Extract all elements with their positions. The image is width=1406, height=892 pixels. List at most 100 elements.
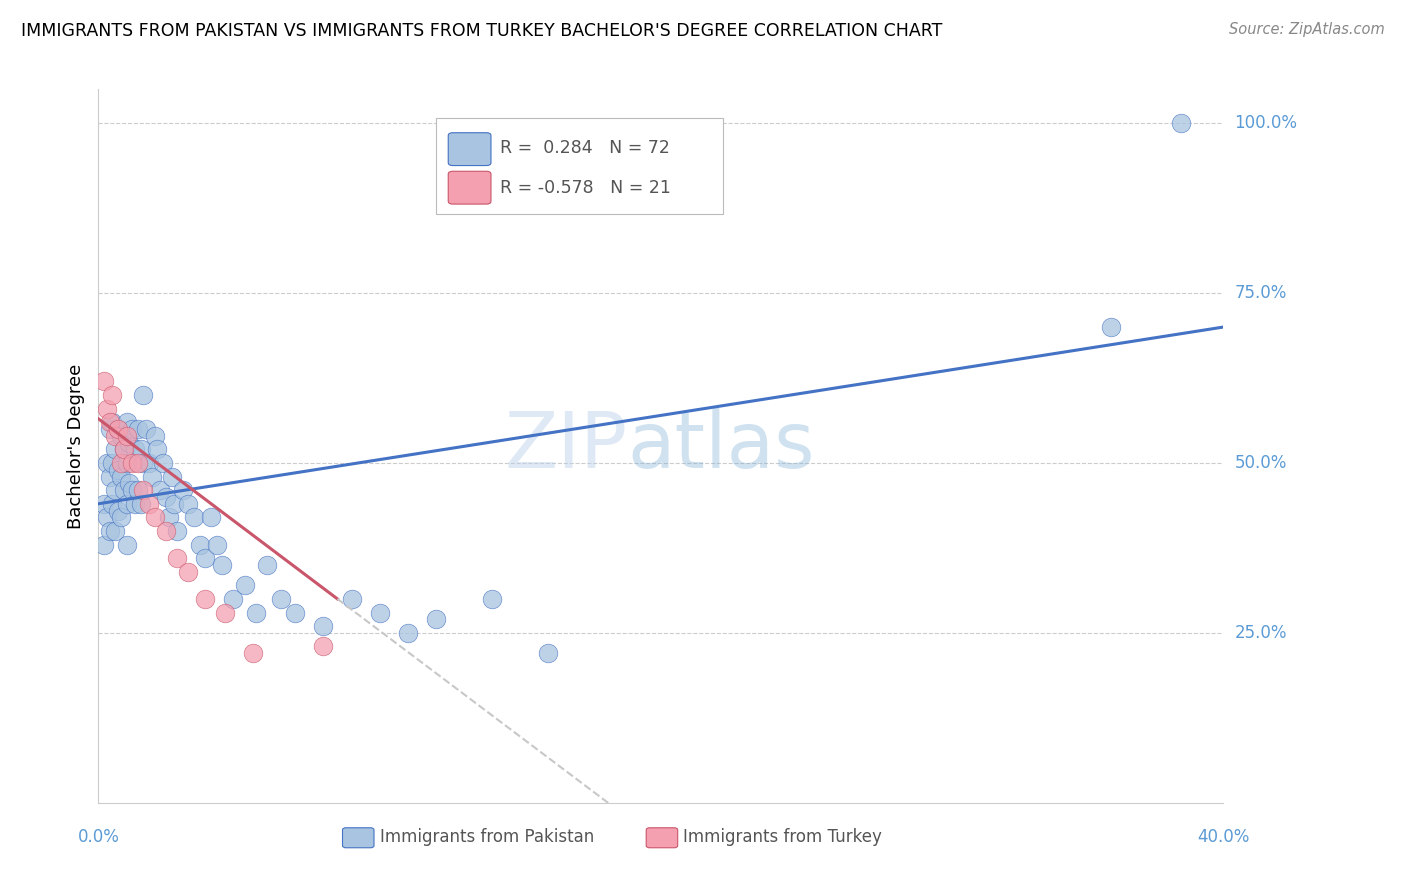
Point [93,537,115,551]
Point [312,640,335,654]
Point [205,537,228,551]
Point [110,429,132,443]
Point [107,422,129,436]
Point [121,456,143,470]
Point [124,442,146,457]
Point [177,565,200,579]
Point [127,422,149,436]
Text: 75.0%: 75.0% [1234,284,1286,302]
Point [115,429,138,443]
Point [149,483,172,498]
Point [312,619,335,633]
FancyBboxPatch shape [436,118,723,214]
Point [132,456,155,470]
Text: R =  0.284   N = 72: R = 0.284 N = 72 [501,139,669,157]
Point [104,524,127,538]
Point [96,510,118,524]
Point [101,497,124,511]
Text: 40.0%: 40.0% [1197,828,1250,846]
Point [110,510,132,524]
Text: IMMIGRANTS FROM PAKISTAN VS IMMIGRANTS FROM TURKEY BACHELOR'S DEGREE CORRELATION: IMMIGRANTS FROM PAKISTAN VS IMMIGRANTS F… [21,22,942,40]
Point [112,442,135,457]
Point [121,483,143,498]
Point [155,524,177,538]
Point [104,442,127,457]
Point [112,483,135,498]
Point [163,497,186,511]
Point [183,510,205,524]
Point [270,591,292,606]
Point [132,483,155,498]
Point [166,551,188,566]
Point [245,606,267,620]
Point [141,469,163,483]
Point [481,591,503,606]
Text: R = -0.578   N = 21: R = -0.578 N = 21 [501,178,671,196]
Point [155,490,177,504]
Point [242,646,264,660]
Text: Immigrants from Pakistan: Immigrants from Pakistan [380,828,593,846]
Point [127,456,149,470]
Point [98,415,121,429]
Point [101,388,124,402]
Point [368,606,391,620]
Point [138,497,160,511]
Point [194,551,217,566]
Text: Immigrants from Turkey: Immigrants from Turkey [683,828,882,846]
Text: 100.0%: 100.0% [1234,114,1298,132]
Point [177,497,200,511]
Point [115,456,138,470]
Text: 50.0%: 50.0% [1234,454,1286,472]
Point [107,463,129,477]
Point [129,497,152,511]
Point [107,503,129,517]
Point [135,422,157,436]
Point [101,415,124,429]
Point [96,456,118,470]
Point [112,442,135,457]
Point [115,537,138,551]
Text: Source: ZipAtlas.com: Source: ZipAtlas.com [1229,22,1385,37]
Point [425,612,447,626]
Point [138,456,160,470]
Point [396,626,419,640]
Point [340,591,363,606]
Point [143,429,166,443]
FancyBboxPatch shape [647,828,678,847]
Point [200,510,222,524]
Point [188,537,211,551]
Point [107,422,129,436]
Point [96,401,118,416]
Point [121,422,143,436]
FancyBboxPatch shape [449,133,491,166]
Point [118,476,141,491]
Point [93,497,115,511]
Text: 0.0%: 0.0% [77,828,120,846]
Point [129,442,152,457]
Point [101,456,124,470]
Point [98,524,121,538]
Point [214,606,236,620]
Point [98,422,121,436]
Point [284,606,307,620]
Point [172,483,194,498]
Point [93,375,115,389]
Point [256,558,278,572]
Point [115,415,138,429]
Y-axis label: Bachelor's Degree: Bachelor's Degree [66,363,84,529]
Point [157,510,180,524]
Point [124,497,146,511]
Text: 25.0%: 25.0% [1234,624,1286,642]
Point [211,558,233,572]
FancyBboxPatch shape [449,171,491,204]
Point [110,469,132,483]
Point [104,483,127,498]
Point [143,510,166,524]
Point [132,388,155,402]
Point [127,483,149,498]
Point [118,435,141,450]
Point [1170,116,1192,130]
Point [233,578,256,592]
Point [1099,320,1122,334]
FancyBboxPatch shape [343,828,374,847]
